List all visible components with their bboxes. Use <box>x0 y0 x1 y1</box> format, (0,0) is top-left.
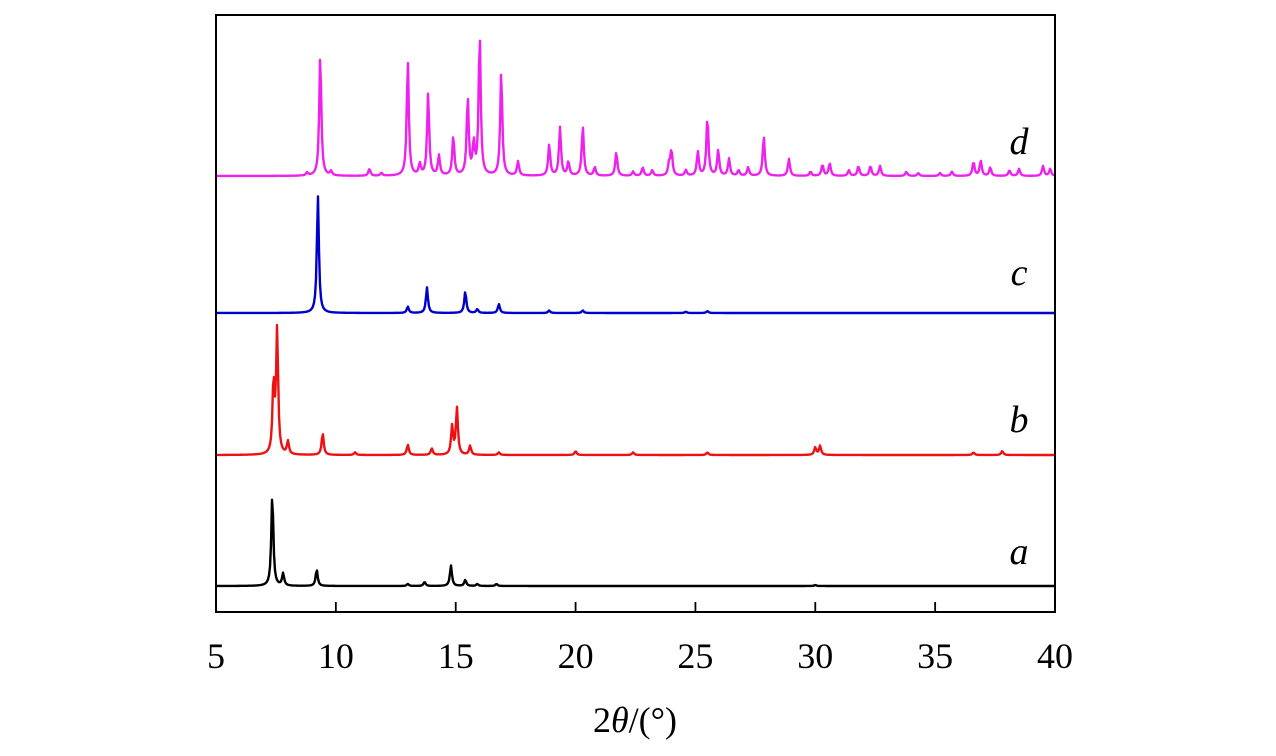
x-axis-title: 2θ/(°) <box>593 700 677 740</box>
series-b-label: b <box>1010 399 1029 441</box>
series-c-label: c <box>1011 252 1028 294</box>
x-axis: 5 10 15 20 25 30 35 40 <box>207 602 1073 676</box>
series-c-line <box>215 195 1056 315</box>
plot-frame <box>215 14 1056 613</box>
plot-area <box>215 39 1056 588</box>
x-tick-label: 10 <box>318 636 354 676</box>
x-tick-label: 5 <box>207 636 225 676</box>
series-a-label: a <box>1010 531 1029 573</box>
series-a-line <box>215 498 1056 588</box>
series-b-line <box>215 323 1056 457</box>
x-tick-label: 35 <box>917 636 953 676</box>
x-tick-label: 15 <box>438 636 474 676</box>
series-d-line <box>215 39 1056 178</box>
x-tick-label: 20 <box>558 636 594 676</box>
series-labels: a b c d <box>1010 121 1030 573</box>
x-tick-label: 40 <box>1037 636 1073 676</box>
series-d-label: d <box>1010 121 1030 163</box>
x-tick-label: 30 <box>797 636 833 676</box>
x-tick-label: 25 <box>677 636 713 676</box>
